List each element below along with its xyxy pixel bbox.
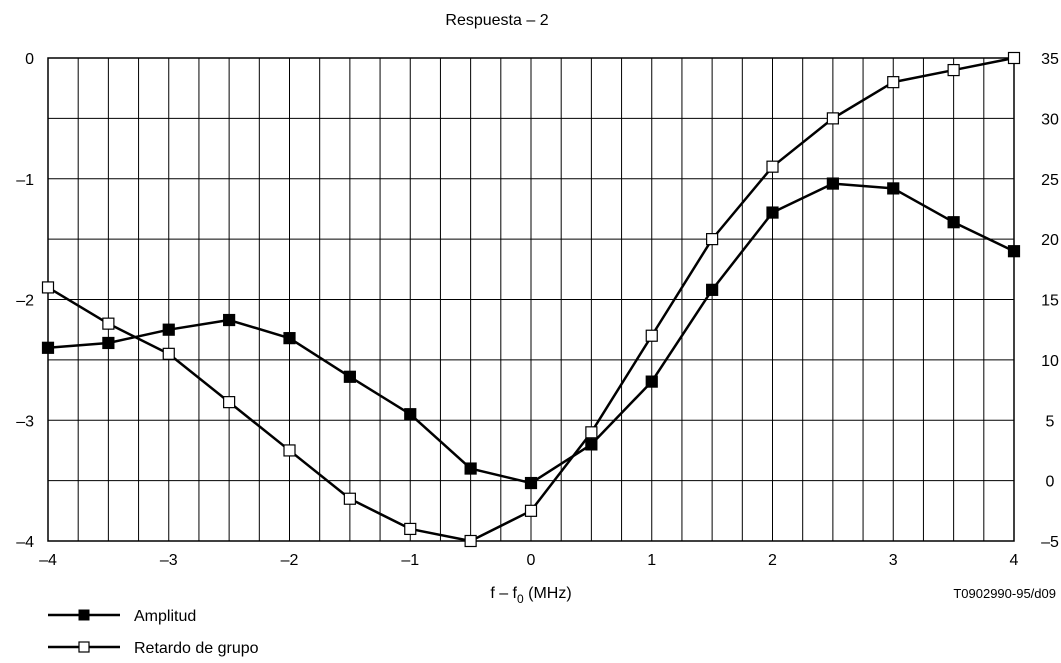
x-tick-label: 2 <box>768 552 777 569</box>
x-tick-label: 1 <box>647 552 656 569</box>
legend-item-retardo: Retardo de grupo <box>48 640 259 657</box>
amplitud-point <box>41 341 55 354</box>
x-tick-label: –2 <box>281 552 299 569</box>
retardo-point <box>645 329 658 342</box>
y-right-axis-ticks: 35 30 25 20 15 10 5 0 –5 <box>1041 51 1059 551</box>
y-left-tick-label: 0 <box>25 51 34 68</box>
amplitud-point <box>645 375 658 388</box>
legend-marker-amplitud <box>78 609 90 621</box>
legend-marker-retardo <box>78 641 90 653</box>
amplitud-point <box>585 438 598 451</box>
x-tick-label: –4 <box>39 552 57 569</box>
retardo-point <box>464 534 477 548</box>
amplitud-point <box>524 476 538 490</box>
y-left-tick-label: –1 <box>16 172 34 189</box>
x-axis-label-subscript: 0 <box>517 592 524 606</box>
y-right-tick-label: 35 <box>1041 51 1059 68</box>
x-axis-label-unit: (MHz) <box>524 585 572 602</box>
amplitud-point <box>404 408 417 421</box>
retardo-point <box>1007 51 1021 65</box>
amplitud-point <box>766 206 779 219</box>
x-axis-ticks: –4 –3 –2 –1 0 1 2 3 4 <box>39 552 1018 569</box>
y-right-tick-label: 30 <box>1041 111 1059 128</box>
amplitud-point <box>826 177 839 190</box>
y-left-axis-ticks: 0 –1 –2 –3 –4 <box>16 51 34 551</box>
y-left-tick-label: –2 <box>16 293 34 310</box>
retardo-point <box>524 504 538 517</box>
amplitud-point <box>1007 245 1021 258</box>
retardo-point <box>41 281 55 294</box>
plot-frame <box>47 57 1015 542</box>
retardo-point <box>162 347 175 360</box>
amplitud-point <box>343 370 356 383</box>
amplitud-point <box>887 182 900 195</box>
y-right-tick-label: 0 <box>1046 474 1055 491</box>
retardo-point <box>766 160 779 173</box>
retardo-point <box>706 233 719 246</box>
x-axis-label: f – f0 (MHz) <box>490 585 571 606</box>
legend-item-amplitud: Amplitud <box>48 608 196 625</box>
chart-title: Respuesta – 2 <box>445 12 548 29</box>
retardo-point <box>887 76 900 89</box>
retardo-point <box>947 63 960 77</box>
x-tick-label: 4 <box>1010 552 1019 569</box>
grid <box>48 58 1014 541</box>
x-tick-label: –1 <box>401 552 419 569</box>
x-tick-label: 3 <box>889 552 898 569</box>
series-layer <box>41 51 1021 548</box>
amplitud-point <box>706 283 719 296</box>
y-right-tick-label: 10 <box>1041 353 1059 370</box>
legend-label-amplitud: Amplitud <box>134 608 196 625</box>
y-right-tick-label: 20 <box>1041 232 1059 249</box>
x-axis-label-main: f – f <box>490 585 517 602</box>
retardo-point <box>223 396 236 409</box>
retardo-point <box>826 112 839 125</box>
reference-code: T0902990-95/d09 <box>953 586 1056 601</box>
x-tick-label: –3 <box>160 552 178 569</box>
amplitud-point <box>162 323 175 336</box>
y-left-tick-label: –3 <box>16 413 34 430</box>
legend-label-retardo: Retardo de grupo <box>134 640 259 657</box>
y-right-tick-label: 15 <box>1041 293 1059 310</box>
retardo-point <box>343 492 356 505</box>
retardo-point <box>404 522 417 536</box>
y-left-tick-label: –4 <box>16 534 34 551</box>
y-right-tick-label: –5 <box>1041 534 1059 551</box>
y-right-tick-label: 5 <box>1046 413 1055 430</box>
retardo-point <box>102 317 115 330</box>
amplitud-point <box>223 313 236 327</box>
y-right-tick-label: 25 <box>1041 172 1059 189</box>
retardo-point <box>585 426 598 439</box>
amplitud-point <box>947 216 960 229</box>
retardo-point <box>283 444 296 457</box>
legend: Amplitud Retardo de grupo <box>48 608 259 657</box>
amplitud-point <box>283 332 296 345</box>
x-tick-label: 0 <box>527 552 536 569</box>
amplitud-point <box>102 336 115 350</box>
amplitud-point <box>464 462 477 475</box>
